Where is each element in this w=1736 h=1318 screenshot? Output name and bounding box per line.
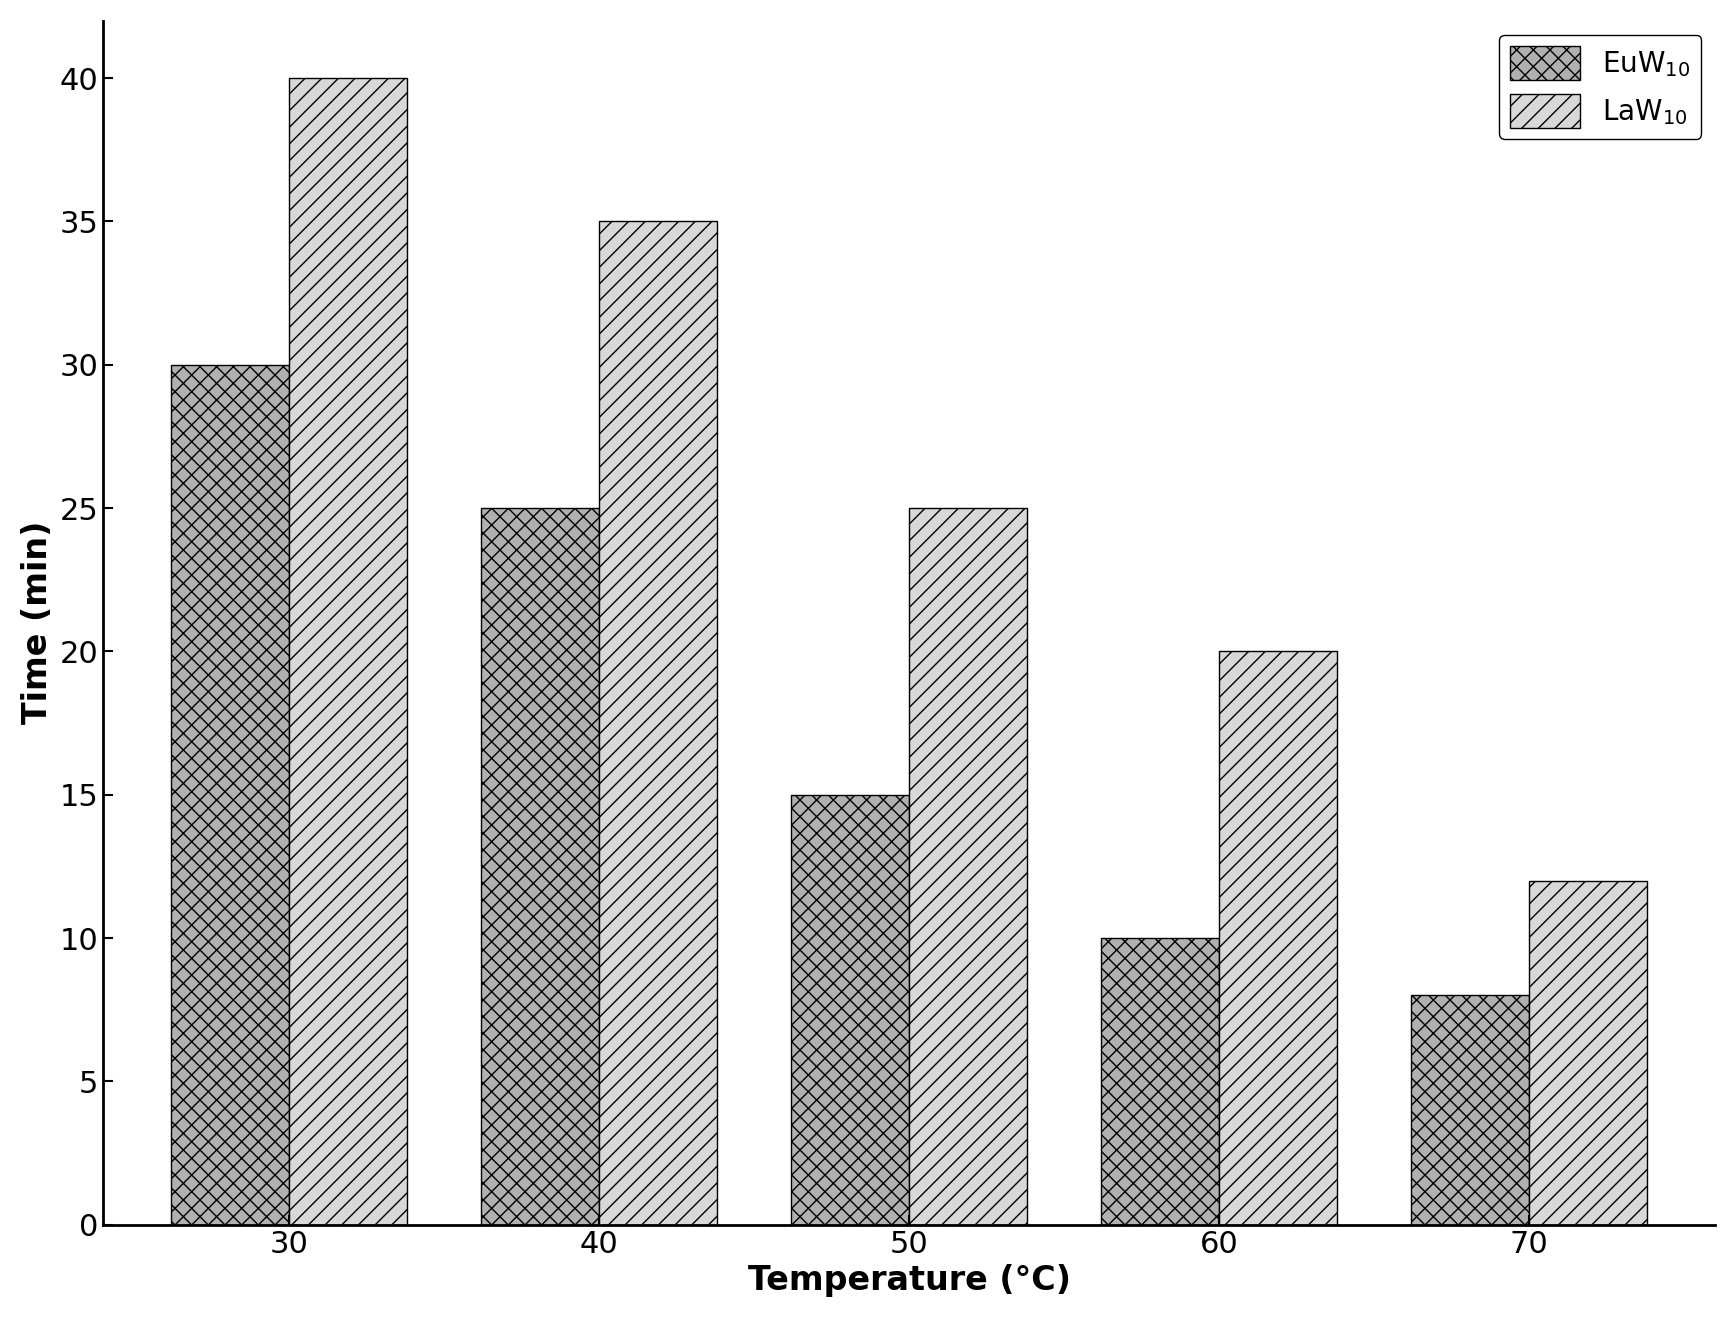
X-axis label: Temperature (°C): Temperature (°C) [748, 1264, 1071, 1297]
Bar [1411, 995, 1529, 1224]
Bar [1101, 938, 1219, 1224]
Y-axis label: Time (min): Time (min) [21, 521, 54, 725]
Bar [1219, 651, 1337, 1224]
Bar [599, 221, 717, 1224]
Bar [792, 795, 910, 1224]
Legend: EuW$_{10}$, LaW$_{10}$: EuW$_{10}$, LaW$_{10}$ [1500, 34, 1701, 138]
Bar [481, 509, 599, 1224]
Bar [290, 78, 406, 1224]
Bar [910, 509, 1028, 1224]
Bar [1529, 880, 1647, 1224]
Bar [172, 365, 290, 1224]
